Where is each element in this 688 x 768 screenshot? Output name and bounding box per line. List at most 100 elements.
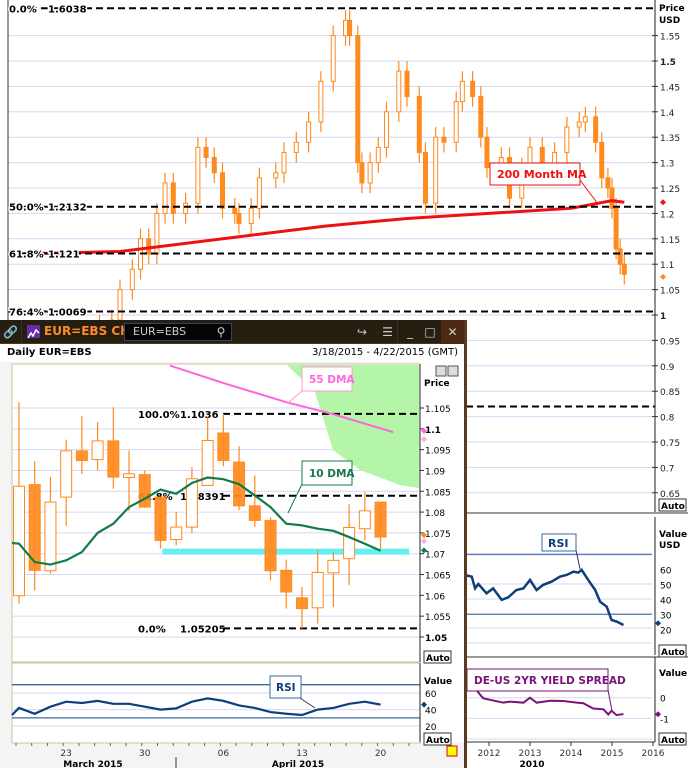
candle-body: [359, 162, 365, 184]
candle-body: [478, 96, 484, 138]
candle-body: [367, 162, 373, 184]
candle-body: [154, 496, 167, 541]
dma10-line: [11, 476, 382, 566]
annotation-leader: [579, 179, 599, 205]
window-titlebar[interactable]: 🔗 EUR=EBS Chart EUR=EBS ⚲ ↪ ☰ _ □ ✕: [0, 320, 464, 344]
annotation-leader: [287, 390, 303, 404]
fib-pct-label: 0.0%: [9, 4, 37, 15]
candle-body: [404, 70, 410, 98]
candle-body: [358, 510, 371, 530]
last-value-marker: [655, 711, 661, 718]
rsi-annotation-box: [269, 675, 302, 699]
price-tick-label: 1.05: [660, 287, 680, 297]
price-tick-label: 0.8: [660, 414, 675, 424]
auto-label: Auto: [661, 502, 685, 512]
price-tick-label: 1.55: [660, 33, 680, 43]
price-tick-label: 1.2: [660, 210, 674, 220]
axis-title: Price: [659, 4, 685, 14]
rsi-tick-label: 20: [425, 723, 437, 733]
candle-body: [248, 505, 261, 521]
day-tick-label: 06: [218, 749, 230, 759]
candle-body: [248, 207, 254, 225]
symbol-search-input[interactable]: EUR=EBS: [124, 323, 232, 341]
candle-body: [433, 136, 439, 204]
year-tick-label: 2012: [478, 749, 501, 759]
eur-ebs-chart-window[interactable]: 🔗 EUR=EBS Chart EUR=EBS ⚲ ↪ ☰ _ □ ✕ Dail…: [0, 320, 467, 768]
candle-body: [60, 450, 73, 498]
candle-body: [170, 526, 183, 541]
rsi-tick-label: 60: [660, 566, 672, 576]
panel-restore-icon[interactable]: [435, 365, 447, 377]
candle-body: [117, 289, 123, 321]
panel-close-icon[interactable]: [447, 365, 459, 377]
minimize-button[interactable]: _: [407, 325, 413, 339]
price-tick-label: 0.95: [660, 337, 680, 347]
ma200-line: [17, 199, 625, 256]
candle-body: [293, 141, 299, 153]
month-label: April 2015: [272, 760, 324, 768]
ma200-annotation-box: [489, 162, 581, 186]
candle-body: [264, 519, 277, 572]
candle-body: [470, 80, 476, 98]
spread-annotation: DE-US 2YR YIELD SPREAD: [474, 675, 626, 687]
day-tick-label: 20: [375, 749, 387, 759]
chain-link-icon[interactable]: ↪: [356, 325, 368, 339]
price-tick-label: 1.35: [660, 134, 680, 144]
candle-body: [28, 484, 41, 571]
price-tick-label: 0.7: [660, 464, 674, 474]
search-icon[interactable]: ⚲: [216, 325, 226, 339]
annotation-leader: [607, 689, 613, 712]
price-tick-label: 1.1: [425, 426, 441, 436]
price-tick-label: 1.09: [425, 467, 445, 477]
candle-body: [13, 485, 25, 597]
price-tick-label: 1.06: [425, 592, 445, 602]
price-tick-label: 1.085: [425, 488, 451, 498]
candle-body: [343, 526, 356, 560]
price-tick-label: 1.08: [425, 509, 445, 519]
close-button[interactable]: ✕: [441, 320, 464, 344]
candle-body: [162, 182, 168, 214]
candle-body: [123, 473, 136, 479]
candle-body: [396, 70, 402, 113]
price-tick-label: 1.4: [660, 109, 675, 119]
candle-body: [422, 151, 428, 204]
auto-scale-button: [423, 732, 452, 746]
fib-pct-label: 50.0%: [9, 203, 44, 214]
chart-subheader: Daily EUR=EBS 3/18/2015 - 4/22/2015 (GMT…: [0, 344, 464, 362]
last-value-marker: [421, 538, 427, 545]
axis-area: [420, 362, 464, 742]
rsi-annotation-box: [541, 533, 577, 552]
candle-body: [609, 187, 615, 209]
month-label: March 2015: [63, 760, 122, 768]
fib-pct-label: 76.4%: [9, 307, 44, 318]
year-tick-label: 2015: [601, 749, 624, 759]
candle-body: [236, 212, 242, 225]
auto-label: Auto: [426, 736, 450, 746]
spread-annotation-box: [466, 668, 609, 692]
auto-scale-button: [423, 650, 452, 664]
daily-price-chart: 1.1051.11.0951.091.0851.081.0751.071.065…: [11, 362, 464, 768]
day-tick-label: 30: [139, 749, 151, 759]
maximize-button[interactable]: □: [424, 325, 436, 339]
auto-label: Auto: [661, 648, 685, 658]
axis-title: Value: [659, 530, 687, 540]
menu-icon[interactable]: ☰: [378, 320, 398, 344]
fib-value-label: 1.2132: [48, 203, 87, 214]
axis-title: Value: [424, 677, 452, 687]
candle-body: [281, 151, 287, 174]
axis-unit: USD: [659, 541, 680, 551]
last-value-marker: [655, 620, 661, 627]
rsi-tick-label: 50: [660, 581, 672, 591]
spread-line: [464, 675, 624, 717]
alert-icon[interactable]: [446, 745, 458, 757]
price-tick-label: 0.75: [660, 439, 680, 449]
candle-body: [384, 111, 389, 148]
axis-title: Value: [659, 669, 687, 679]
year-tick-label: 2014: [560, 749, 583, 759]
fib-pct-label: 61.8%: [9, 250, 44, 261]
candle-body: [605, 177, 611, 189]
rsi-tick-label: 40: [660, 596, 672, 606]
auto-scale-button[interactable]: [658, 498, 687, 512]
fib-value-label: 1.6038: [48, 4, 87, 15]
link-icon[interactable]: 🔗: [0, 320, 22, 344]
